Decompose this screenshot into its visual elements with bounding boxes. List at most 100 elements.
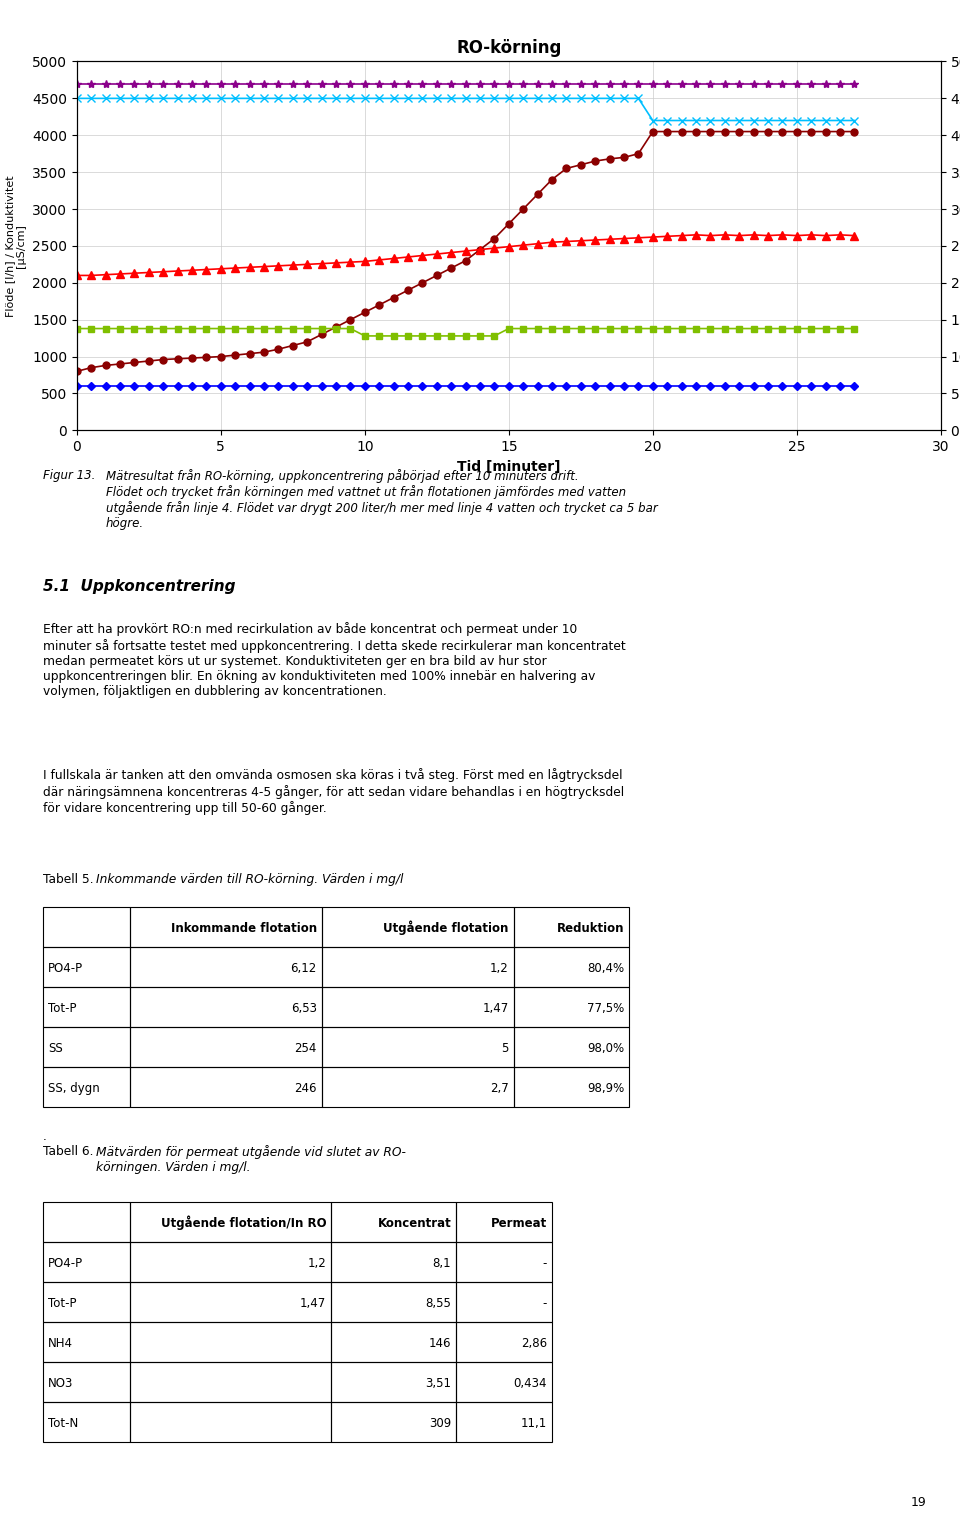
Konduktivitet [μS/cm] <box>359 303 371 321</box>
Line: Tryck [bar]: Tryck [bar] <box>73 326 858 340</box>
Line: Flöde [L/h]: Flöde [L/h] <box>74 383 857 389</box>
Temp [°C] <box>71 266 83 284</box>
Flux/Tryck L4 <box>215 74 227 92</box>
Temp [°C] <box>849 226 860 244</box>
Text: 309: 309 <box>429 1417 451 1429</box>
Tryck [bar] <box>849 320 860 338</box>
Text: Tot-P: Tot-P <box>48 1002 77 1014</box>
Text: Tot-N: Tot-N <box>48 1417 79 1429</box>
Text: 5: 5 <box>501 1042 509 1054</box>
Text: 1,2: 1,2 <box>490 962 509 974</box>
Text: PO4-P: PO4-P <box>48 1257 84 1270</box>
Title: RO-körning: RO-körning <box>456 38 562 57</box>
Text: 254: 254 <box>295 1042 317 1054</box>
Text: NO3: NO3 <box>48 1377 73 1389</box>
Flux/Tryck L4 <box>762 74 774 92</box>
Konduktivitet [μS/cm] <box>157 350 169 369</box>
Text: Efter att ha provkört RO:n med recirkulation av både koncentrat och permeat unde: Efter att ha provkört RO:n med recirkula… <box>43 622 626 698</box>
Text: 19: 19 <box>911 1497 926 1509</box>
Flöde [L/h] <box>849 377 860 395</box>
Konduktivitet [μS/cm] <box>71 363 83 381</box>
Y-axis label: Flöde [l/h] / Konduktivitet
[μS/cm]: Flöde [l/h] / Konduktivitet [μS/cm] <box>5 175 26 317</box>
Text: Utgående flotation/In RO: Utgående flotation/In RO <box>160 1216 326 1230</box>
Flux/Tryck L4 <box>258 74 270 92</box>
Text: 6,12: 6,12 <box>291 962 317 974</box>
Text: 1,47: 1,47 <box>300 1297 326 1310</box>
Text: Inkommande värden till RO-körning. Värden i mg/l: Inkommande värden till RO-körning. Värde… <box>96 873 403 885</box>
Text: Tabell 5.: Tabell 5. <box>43 873 98 885</box>
Line: Konduktivitet [μS/cm]: Konduktivitet [μS/cm] <box>73 128 858 375</box>
Flux/Tryck L4 <box>834 74 846 92</box>
Text: Reduktion: Reduktion <box>557 922 624 934</box>
Line: Flux/Tryck L4: Flux/Tryck L4 <box>73 80 858 88</box>
Text: 80,4%: 80,4% <box>587 962 624 974</box>
Text: Koncentrat: Koncentrat <box>377 1217 451 1230</box>
Text: 11,1: 11,1 <box>521 1417 547 1429</box>
Flöde [L/h] <box>762 377 774 395</box>
Text: 1,2: 1,2 <box>307 1257 326 1270</box>
Flöde [L/h] <box>71 377 83 395</box>
Line: Temp [°C]: Temp [°C] <box>73 231 858 280</box>
Text: I fullskala är tanken att den omvända osmosen ska köras i två steg. Först med en: I fullskala är tanken att den omvända os… <box>43 768 624 815</box>
Text: 8,1: 8,1 <box>433 1257 451 1270</box>
Flux/tryck <box>834 111 846 129</box>
X-axis label: Tid [minuter]: Tid [minuter] <box>457 460 561 473</box>
Konduktivitet [μS/cm] <box>849 123 860 141</box>
Konduktivitet [μS/cm] <box>647 123 659 141</box>
Text: SS: SS <box>48 1042 62 1054</box>
Text: 0,434: 0,434 <box>514 1377 547 1389</box>
Text: -: - <box>542 1297 547 1310</box>
Flöde [L/h] <box>215 377 227 395</box>
Text: 98,0%: 98,0% <box>587 1042 624 1054</box>
Flux/tryck <box>71 89 83 108</box>
Flöde [L/h] <box>359 377 371 395</box>
Text: 5.1  Uppkoncentrering: 5.1 Uppkoncentrering <box>43 579 236 595</box>
Text: 146: 146 <box>429 1337 451 1349</box>
Tryck [bar] <box>777 320 788 338</box>
Text: 246: 246 <box>295 1082 317 1094</box>
Temp [°C] <box>215 260 227 278</box>
Text: Permeat: Permeat <box>491 1217 547 1230</box>
Tryck [bar] <box>834 320 846 338</box>
Temp [°C] <box>777 226 788 244</box>
Temp [°C] <box>258 257 270 275</box>
Tryck [bar] <box>215 320 227 338</box>
Flux/Tryck L4 <box>359 74 371 92</box>
Flux/Tryck L4 <box>71 74 83 92</box>
Text: Utgående flotation: Utgående flotation <box>383 921 509 934</box>
Text: 3,51: 3,51 <box>425 1377 451 1389</box>
Text: Tot-P: Tot-P <box>48 1297 77 1310</box>
Text: SS, dygn: SS, dygn <box>48 1082 100 1094</box>
Flux/Tryck L4 <box>157 74 169 92</box>
Flöde [L/h] <box>834 377 846 395</box>
Text: 8,55: 8,55 <box>425 1297 451 1310</box>
Temp [°C] <box>690 226 702 244</box>
Tryck [bar] <box>71 320 83 338</box>
Flux/tryck <box>647 111 659 129</box>
Konduktivitet [μS/cm] <box>258 343 270 361</box>
Text: Tabell 6.: Tabell 6. <box>43 1145 98 1157</box>
Text: 98,9%: 98,9% <box>587 1082 624 1094</box>
Flux/tryck <box>359 89 371 108</box>
Text: 6,53: 6,53 <box>291 1002 317 1014</box>
Flöde [L/h] <box>258 377 270 395</box>
Flux/tryck <box>215 89 227 108</box>
Temp [°C] <box>157 263 169 281</box>
Flux/tryck <box>777 111 788 129</box>
Text: Figur 13.: Figur 13. <box>43 469 99 481</box>
Flux/tryck <box>157 89 169 108</box>
Tryck [bar] <box>359 327 371 346</box>
Text: Mätresultat från RO-körning, uppkoncentrering påbörjad efter 10 minuters drift.
: Mätresultat från RO-körning, uppkoncentr… <box>106 469 658 530</box>
Tryck [bar] <box>373 327 385 346</box>
Text: Mätvärden för permeat utgående vid slutet av RO-
körningen. Värden i mg/l.: Mätvärden för permeat utgående vid slute… <box>96 1145 406 1174</box>
Text: .: . <box>43 1130 47 1142</box>
Text: 2,7: 2,7 <box>490 1082 509 1094</box>
Flux/tryck <box>849 111 860 129</box>
Text: -: - <box>542 1257 547 1270</box>
Tryck [bar] <box>258 320 270 338</box>
Text: PO4-P: PO4-P <box>48 962 84 974</box>
Tryck [bar] <box>157 320 169 338</box>
Flux/Tryck L4 <box>849 74 860 92</box>
Text: NH4: NH4 <box>48 1337 73 1349</box>
Flux/tryck <box>258 89 270 108</box>
